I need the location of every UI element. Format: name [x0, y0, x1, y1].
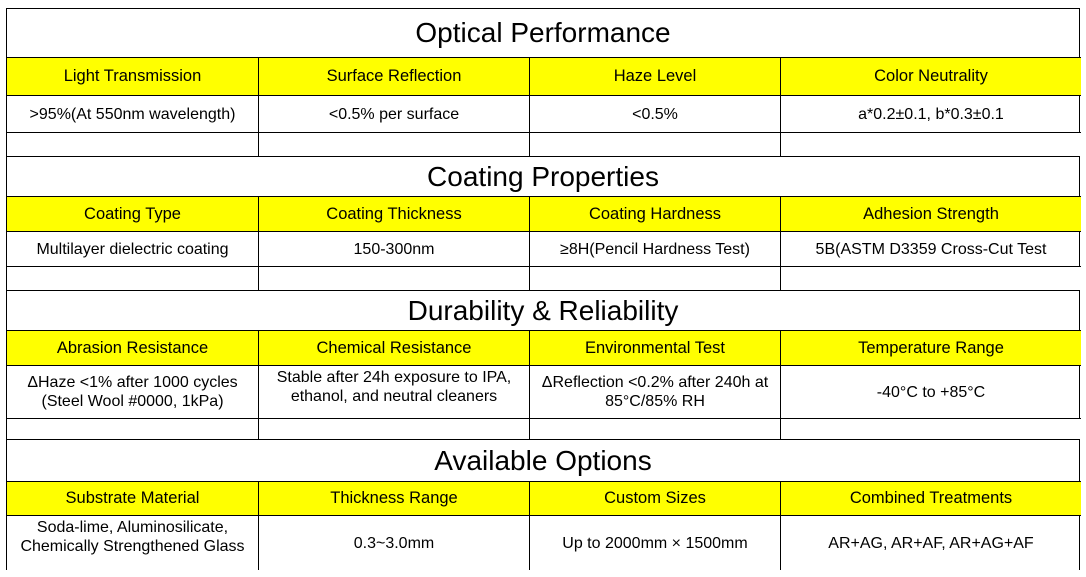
header-cell: Chemical Resistance: [258, 330, 529, 365]
header-cell: Combined Treatments: [780, 481, 1081, 515]
section-available-options: Available Options Substrate Material Thi…: [6, 439, 1081, 570]
value-cell: ΔHaze <1% after 1000 cycles (Steel Wool …: [7, 365, 258, 418]
value-cell: 0.3~3.0mm: [258, 515, 529, 570]
header-cell: Adhesion Strength: [780, 196, 1081, 231]
section-durability-reliability: Durability & Reliability Abrasion Resist…: [6, 290, 1081, 439]
blank-cell: [7, 418, 258, 439]
value-cell: Up to 2000mm × 1500mm: [529, 515, 780, 570]
value-cell: 150-300nm: [258, 231, 529, 266]
header-cell: Environmental Test: [529, 330, 780, 365]
value-cell: >95%(At 550nm wavelength): [7, 95, 258, 132]
value-cell: -40°C to +85°C: [780, 365, 1081, 418]
blank-row: [7, 132, 1081, 156]
blank-cell: [258, 266, 529, 290]
blank-cell: [258, 418, 529, 439]
header-cell: Substrate Material: [7, 481, 258, 515]
blank-cell: [258, 132, 529, 156]
header-cell: Haze Level: [529, 57, 780, 95]
section-optical-performance: Optical Performance Light Transmission S…: [6, 8, 1081, 156]
blank-cell: [529, 266, 780, 290]
blank-cell: [529, 418, 780, 439]
header-cell: Color Neutrality: [780, 57, 1081, 95]
value-row: Soda-lime, Aluminosilicate, Chemically S…: [7, 515, 1081, 570]
header-cell: Custom Sizes: [529, 481, 780, 515]
header-cell: Coating Type: [7, 196, 258, 231]
blank-cell: [780, 418, 1081, 439]
header-cell: Surface Reflection: [258, 57, 529, 95]
value-cell: Multilayer dielectric coating: [7, 231, 258, 266]
blank-cell: [7, 266, 258, 290]
section-title: Coating Properties: [7, 156, 1079, 196]
header-cell: Light Transmission: [7, 57, 258, 95]
blank-cell: [780, 266, 1081, 290]
spec-table: Optical Performance Light Transmission S…: [6, 8, 1081, 570]
blank-cell: [529, 132, 780, 156]
value-cell: ≥8H(Pencil Hardness Test): [529, 231, 780, 266]
value-cell: Stable after 24h exposure to IPA, ethano…: [258, 365, 529, 418]
header-row: Coating Type Coating Thickness Coating H…: [7, 196, 1081, 231]
value-row: >95%(At 550nm wavelength) <0.5% per surf…: [7, 95, 1081, 132]
value-cell: <0.5%: [529, 95, 780, 132]
value-cell: ΔReflection <0.2% after 240h at 85°C/85%…: [529, 365, 780, 418]
value-cell: <0.5% per surface: [258, 95, 529, 132]
header-row: Substrate Material Thickness Range Custo…: [7, 481, 1081, 515]
value-cell: 5B(ASTM D3359 Cross-Cut Test: [780, 231, 1081, 266]
header-row: Abrasion Resistance Chemical Resistance …: [7, 330, 1081, 365]
value-cell: Soda-lime, Aluminosilicate, Chemically S…: [7, 515, 258, 570]
section-title: Optical Performance: [7, 8, 1079, 57]
value-row: ΔHaze <1% after 1000 cycles (Steel Wool …: [7, 365, 1081, 418]
value-cell: AR+AG, AR+AF, AR+AG+AF: [780, 515, 1081, 570]
value-row: Multilayer dielectric coating 150-300nm …: [7, 231, 1081, 266]
blank-row: [7, 418, 1081, 439]
header-row: Light Transmission Surface Reflection Ha…: [7, 57, 1081, 95]
header-cell: Coating Thickness: [258, 196, 529, 231]
blank-row: [7, 266, 1081, 290]
blank-cell: [780, 132, 1081, 156]
header-cell: Coating Hardness: [529, 196, 780, 231]
header-cell: Temperature Range: [780, 330, 1081, 365]
header-cell: Abrasion Resistance: [7, 330, 258, 365]
section-title: Available Options: [7, 439, 1079, 481]
section-title: Durability & Reliability: [7, 290, 1079, 330]
header-cell: Thickness Range: [258, 481, 529, 515]
blank-cell: [7, 132, 258, 156]
section-coating-properties: Coating Properties Coating Type Coating …: [6, 156, 1081, 290]
value-cell: a*0.2±0.1, b*0.3±0.1: [780, 95, 1081, 132]
